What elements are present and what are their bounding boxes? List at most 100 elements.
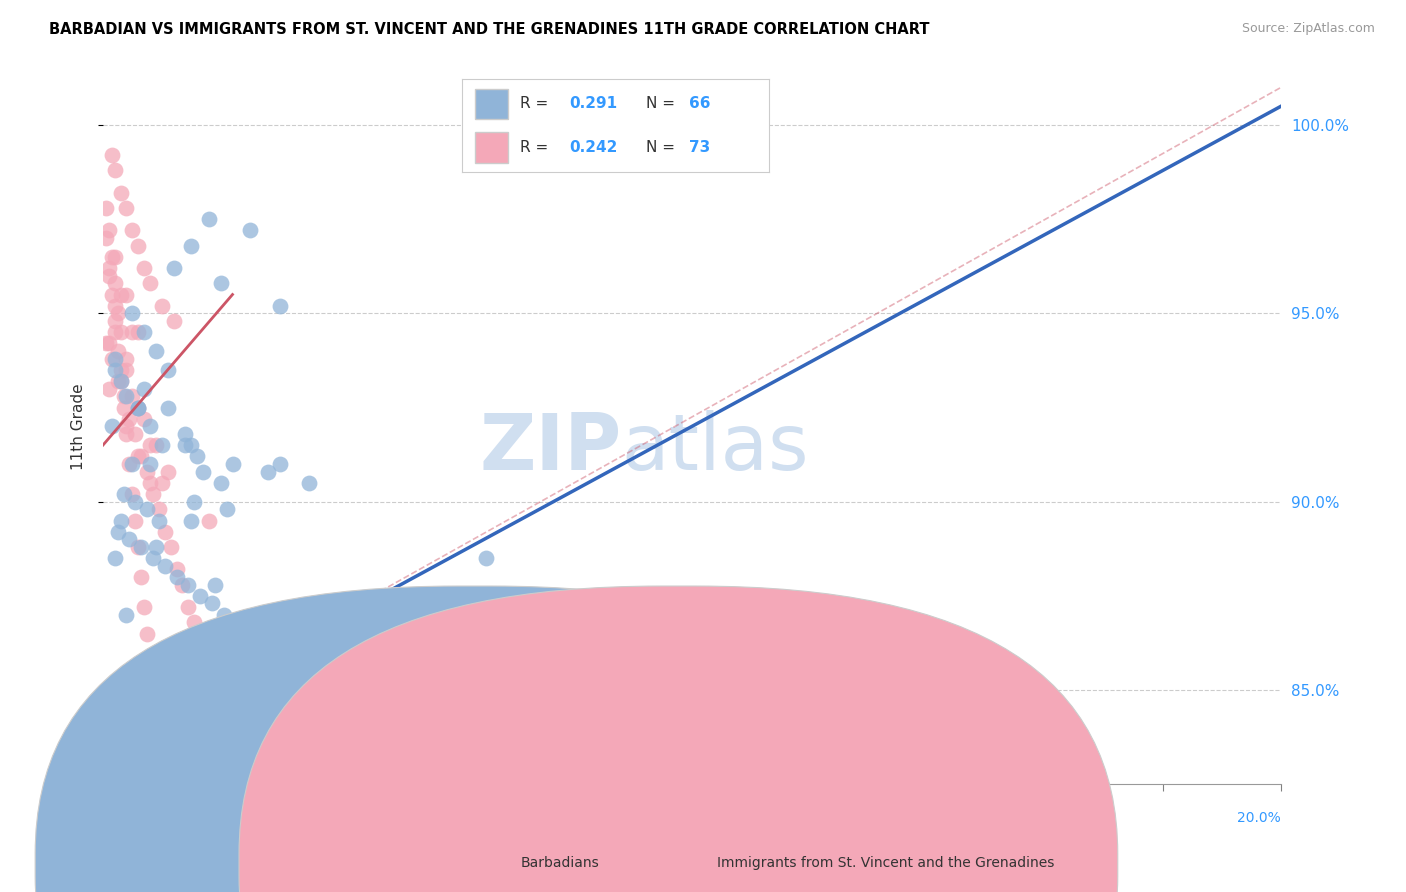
Point <box>104 325 127 339</box>
Point <box>177 577 200 591</box>
Point <box>139 438 162 452</box>
Point <box>115 607 138 622</box>
Point <box>118 412 141 426</box>
Point <box>142 551 165 566</box>
Point <box>475 551 498 566</box>
Point <box>153 558 176 573</box>
Point <box>174 438 197 452</box>
Point <box>180 238 202 252</box>
Point <box>104 314 127 328</box>
Point <box>260 645 283 659</box>
Point <box>110 374 132 388</box>
Point <box>100 148 122 162</box>
Point <box>100 250 122 264</box>
Point <box>156 465 179 479</box>
Point <box>201 596 224 610</box>
Point <box>166 562 188 576</box>
Point <box>139 419 162 434</box>
Point <box>221 457 243 471</box>
Point <box>269 457 291 471</box>
Point <box>121 223 143 237</box>
Point <box>115 351 138 366</box>
Point <box>134 412 156 426</box>
Point <box>236 626 259 640</box>
Point <box>104 721 127 735</box>
Point <box>97 336 120 351</box>
Point <box>191 465 214 479</box>
Point <box>247 634 270 648</box>
Point <box>562 111 585 125</box>
Point <box>127 401 149 415</box>
Point <box>212 607 235 622</box>
Point <box>139 457 162 471</box>
Point <box>104 163 127 178</box>
Text: 0.0%: 0.0% <box>103 811 138 824</box>
Point <box>257 465 280 479</box>
Point <box>124 426 146 441</box>
Point <box>136 465 159 479</box>
Text: 20.0%: 20.0% <box>1237 811 1281 824</box>
Point <box>100 287 122 301</box>
Point <box>115 419 138 434</box>
Text: BARBADIAN VS IMMIGRANTS FROM ST. VINCENT AND THE GRENADINES 11TH GRADE CORRELATI: BARBADIAN VS IMMIGRANTS FROM ST. VINCENT… <box>49 22 929 37</box>
Point <box>124 494 146 508</box>
Point <box>107 374 129 388</box>
Point <box>183 494 205 508</box>
Point <box>100 351 122 366</box>
Point <box>127 450 149 464</box>
Point <box>188 589 211 603</box>
Point <box>148 502 170 516</box>
Point <box>97 739 120 754</box>
Point <box>104 551 127 566</box>
Point <box>110 287 132 301</box>
Point <box>269 299 291 313</box>
Point <box>172 577 194 591</box>
Point <box>121 487 143 501</box>
Point <box>134 600 156 615</box>
Point <box>110 363 132 377</box>
Point <box>121 306 143 320</box>
Point <box>107 524 129 539</box>
Point <box>110 374 132 388</box>
Point <box>127 238 149 252</box>
Point <box>145 540 167 554</box>
Point <box>118 533 141 547</box>
Point <box>198 514 221 528</box>
Point <box>298 475 321 490</box>
Point <box>112 401 135 415</box>
Point <box>180 514 202 528</box>
Point <box>215 502 238 516</box>
Point <box>162 314 184 328</box>
Point <box>97 261 120 276</box>
Point <box>180 438 202 452</box>
Point <box>110 186 132 200</box>
Y-axis label: 11th Grade: 11th Grade <box>72 383 86 470</box>
Point <box>228 615 250 630</box>
Point <box>121 457 143 471</box>
Point <box>127 325 149 339</box>
Point <box>150 299 173 313</box>
Text: atlas: atlas <box>621 409 808 486</box>
Text: Immigrants from St. Vincent and the Grenadines: Immigrants from St. Vincent and the Gren… <box>717 856 1054 871</box>
Point <box>118 457 141 471</box>
Point <box>156 401 179 415</box>
Point <box>104 277 127 291</box>
Point <box>145 344 167 359</box>
Point <box>134 261 156 276</box>
Point <box>97 223 120 237</box>
Point <box>159 540 181 554</box>
Point <box>156 363 179 377</box>
Point <box>150 475 173 490</box>
Point <box>115 363 138 377</box>
Point <box>110 675 132 690</box>
Point <box>121 389 143 403</box>
Point <box>224 615 246 630</box>
Point <box>94 231 117 245</box>
Point <box>148 514 170 528</box>
Point <box>172 645 194 659</box>
Point <box>239 223 262 237</box>
Point <box>94 336 117 351</box>
Point <box>150 438 173 452</box>
Point <box>166 570 188 584</box>
Point <box>139 475 162 490</box>
